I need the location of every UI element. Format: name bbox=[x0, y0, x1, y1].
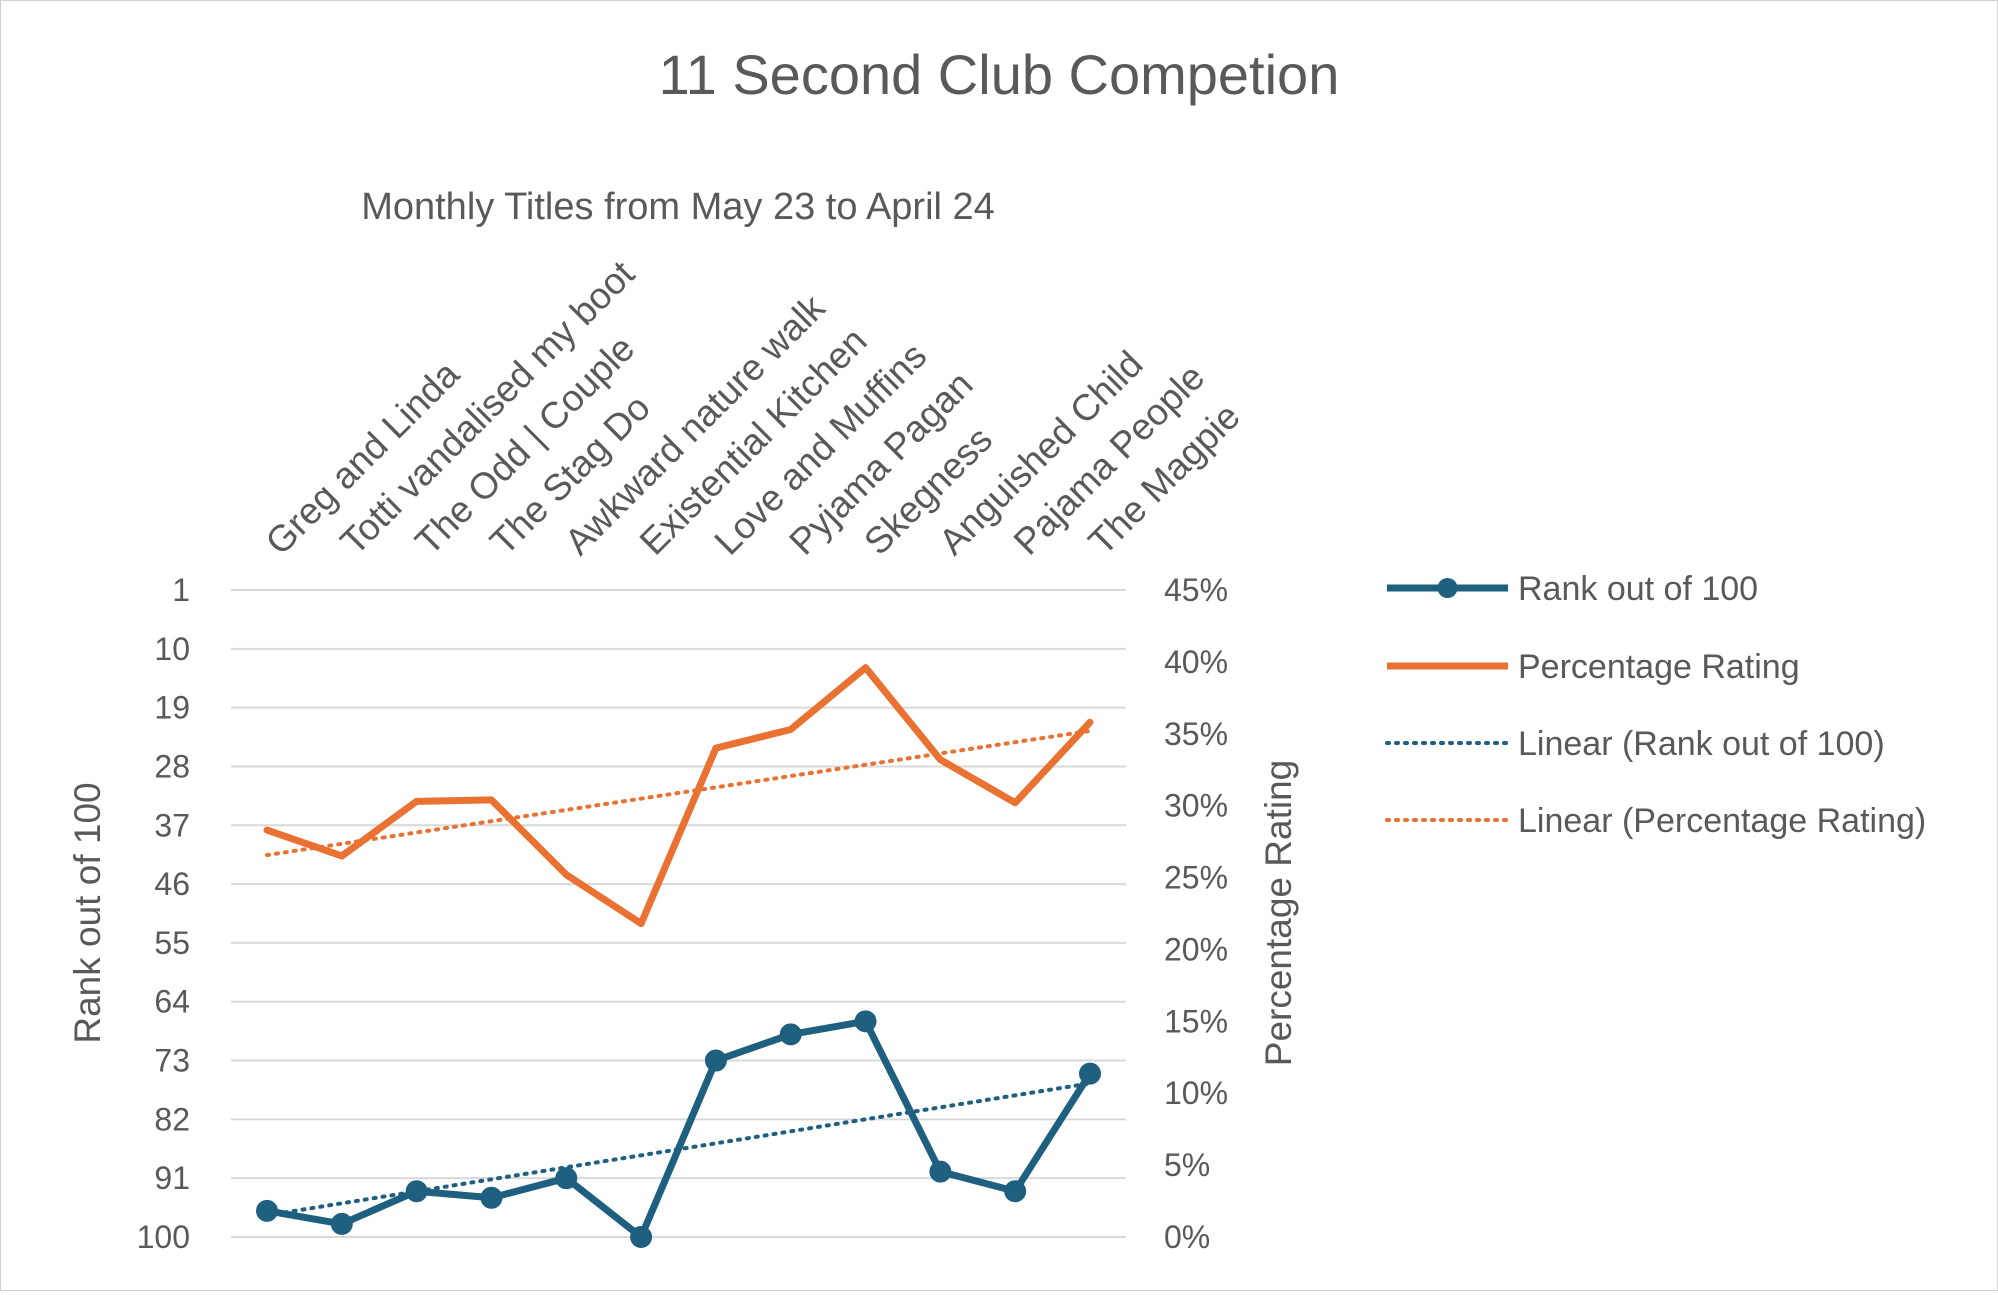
right-axis-title: Percentage Rating bbox=[1258, 760, 1299, 1066]
left-tick-label: 100 bbox=[137, 1219, 190, 1255]
right-tick-label: 15% bbox=[1164, 1003, 1228, 1039]
legend-item: Linear (Percentage Rating) bbox=[1385, 802, 1926, 840]
left-tick-label: 55 bbox=[154, 925, 190, 961]
left-tick-label: 19 bbox=[154, 690, 190, 726]
gridlines bbox=[231, 589, 1126, 1238]
legend: Rank out of 100 Percentage Rating Linear (… bbox=[1385, 570, 1926, 840]
right-tick-label: 40% bbox=[1164, 644, 1228, 680]
series-layer bbox=[256, 664, 1101, 1248]
right-tick-label: 10% bbox=[1164, 1075, 1228, 1111]
left-axis-title: Rank out of 100 bbox=[67, 782, 108, 1043]
right-tick-label: 20% bbox=[1164, 931, 1228, 967]
right-tick-label: 25% bbox=[1164, 860, 1228, 896]
rank-point bbox=[405, 1180, 428, 1203]
legend-label: Linear (Percentage Rating) bbox=[1518, 802, 1926, 840]
right-tick-label: 0% bbox=[1164, 1219, 1210, 1255]
series-line-rank bbox=[263, 1017, 1094, 1241]
rank-point bbox=[330, 1212, 353, 1235]
rank-point bbox=[555, 1167, 578, 1190]
right-tick-label: 30% bbox=[1164, 788, 1228, 824]
rank-point bbox=[779, 1023, 802, 1046]
legend-item: Percentage Rating bbox=[1387, 648, 1800, 686]
legend-item: Linear (Rank out of 100) bbox=[1385, 725, 1885, 763]
left-tick-label: 1 bbox=[172, 572, 190, 608]
rank-point bbox=[480, 1186, 503, 1209]
left-tick-label: 82 bbox=[154, 1101, 190, 1137]
series-line-percentage bbox=[263, 664, 1094, 928]
trendline-percentage bbox=[265, 728, 1092, 858]
rank-point bbox=[1079, 1062, 1101, 1085]
chart-subtitle: Monthly Titles from May 23 to April 24 bbox=[361, 186, 995, 228]
left-tick-label: 73 bbox=[154, 1043, 190, 1079]
legend-item: Rank out of 100 bbox=[1387, 570, 1758, 608]
right-tick-label: 35% bbox=[1164, 716, 1228, 752]
rank-point bbox=[854, 1010, 877, 1033]
left-tick-label: 46 bbox=[154, 866, 190, 902]
legend-label: Linear (Rank out of 100) bbox=[1518, 725, 1885, 763]
chart-title: 11 Second Club Competion bbox=[659, 43, 1340, 106]
legend-label: Percentage Rating bbox=[1518, 648, 1800, 686]
right-tick-label: 5% bbox=[1164, 1147, 1210, 1183]
rank-point bbox=[630, 1226, 653, 1248]
right-tick-label: 45% bbox=[1164, 572, 1228, 608]
rank-point bbox=[256, 1199, 278, 1222]
rank-point bbox=[704, 1049, 727, 1072]
rank-point bbox=[1004, 1180, 1027, 1203]
left-tick-label: 64 bbox=[154, 984, 190, 1020]
left-axis-ticks: 1 10 19 28 37 46 55 64 73 82 91 100 bbox=[137, 572, 190, 1255]
legend-marker bbox=[1437, 578, 1458, 598]
left-tick-label: 91 bbox=[154, 1160, 190, 1196]
legend-label: Rank out of 100 bbox=[1518, 570, 1758, 608]
rank-point bbox=[929, 1160, 952, 1183]
left-tick-label: 10 bbox=[154, 631, 190, 667]
right-axis-ticks: 0% 5% 10% 15% 20% 25% 30% 35% 40% 45% bbox=[1164, 572, 1228, 1255]
left-tick-label: 28 bbox=[154, 748, 190, 784]
left-tick-label: 37 bbox=[154, 807, 190, 843]
